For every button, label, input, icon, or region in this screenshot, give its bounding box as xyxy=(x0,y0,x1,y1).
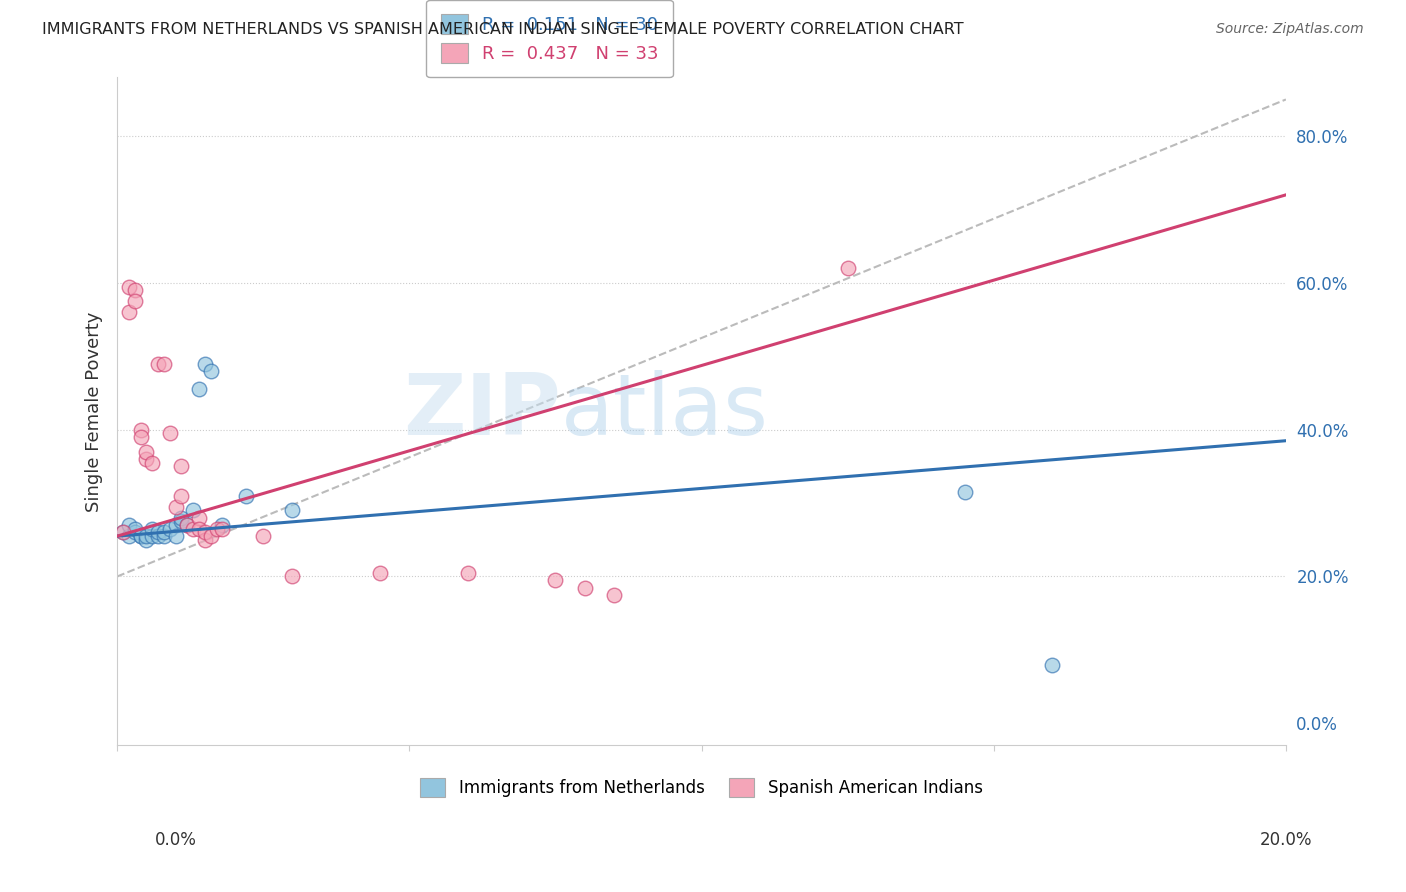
Point xyxy=(188,382,211,396)
Point xyxy=(129,529,152,543)
Point xyxy=(603,588,626,602)
Point xyxy=(141,522,163,536)
Text: atlas: atlas xyxy=(561,370,769,453)
Text: ZIP: ZIP xyxy=(404,370,561,453)
Point xyxy=(129,529,152,543)
Point xyxy=(544,573,567,587)
Text: 0.0%: 0.0% xyxy=(155,831,197,849)
Point xyxy=(112,525,135,540)
Point xyxy=(235,489,257,503)
Point xyxy=(135,533,157,547)
Point xyxy=(135,444,157,458)
Point xyxy=(368,566,391,580)
Point xyxy=(159,426,181,441)
Point xyxy=(170,489,193,503)
Point xyxy=(153,529,176,543)
Point xyxy=(211,518,233,533)
Point xyxy=(252,529,274,543)
Point xyxy=(188,510,211,524)
Point xyxy=(135,529,157,543)
Point xyxy=(124,294,146,309)
Point xyxy=(574,581,596,595)
Point xyxy=(124,522,146,536)
Point xyxy=(1040,657,1063,672)
Point xyxy=(170,459,193,474)
Point xyxy=(176,518,198,533)
Point xyxy=(170,510,193,524)
Point xyxy=(200,529,222,543)
Point xyxy=(181,522,204,536)
Point xyxy=(953,485,976,500)
Point xyxy=(188,522,211,536)
Point xyxy=(146,357,169,371)
Point xyxy=(281,569,304,583)
Point xyxy=(457,566,479,580)
Point xyxy=(141,529,163,543)
Point xyxy=(200,364,222,378)
Point xyxy=(159,522,181,536)
Point xyxy=(205,522,228,536)
Point xyxy=(146,529,169,543)
Text: IMMIGRANTS FROM NETHERLANDS VS SPANISH AMERICAN INDIAN SINGLE FEMALE POVERTY COR: IMMIGRANTS FROM NETHERLANDS VS SPANISH A… xyxy=(42,22,963,37)
Point xyxy=(118,529,141,543)
Point xyxy=(118,305,141,319)
Text: 20.0%: 20.0% xyxy=(1260,831,1313,849)
Point xyxy=(124,525,146,540)
Point xyxy=(141,456,163,470)
Y-axis label: Single Female Poverty: Single Female Poverty xyxy=(86,311,103,511)
Point xyxy=(129,430,152,444)
Point xyxy=(194,533,217,547)
Point xyxy=(129,423,152,437)
Point xyxy=(281,503,304,517)
Point xyxy=(194,525,217,540)
Point xyxy=(135,452,157,467)
Point xyxy=(194,357,217,371)
Point xyxy=(837,261,859,276)
Point xyxy=(181,503,204,517)
Point xyxy=(153,357,176,371)
Point xyxy=(211,522,233,536)
Point xyxy=(165,500,187,514)
Point xyxy=(146,525,169,540)
Point xyxy=(153,525,176,540)
Point xyxy=(124,283,146,297)
Point xyxy=(118,279,141,293)
Point xyxy=(112,525,135,540)
Point xyxy=(176,518,198,533)
Text: Source: ZipAtlas.com: Source: ZipAtlas.com xyxy=(1216,22,1364,37)
Point xyxy=(118,518,141,533)
Legend: Immigrants from Netherlands, Spanish American Indians: Immigrants from Netherlands, Spanish Ame… xyxy=(413,772,990,804)
Point xyxy=(170,515,193,529)
Point xyxy=(165,529,187,543)
Point xyxy=(165,518,187,533)
